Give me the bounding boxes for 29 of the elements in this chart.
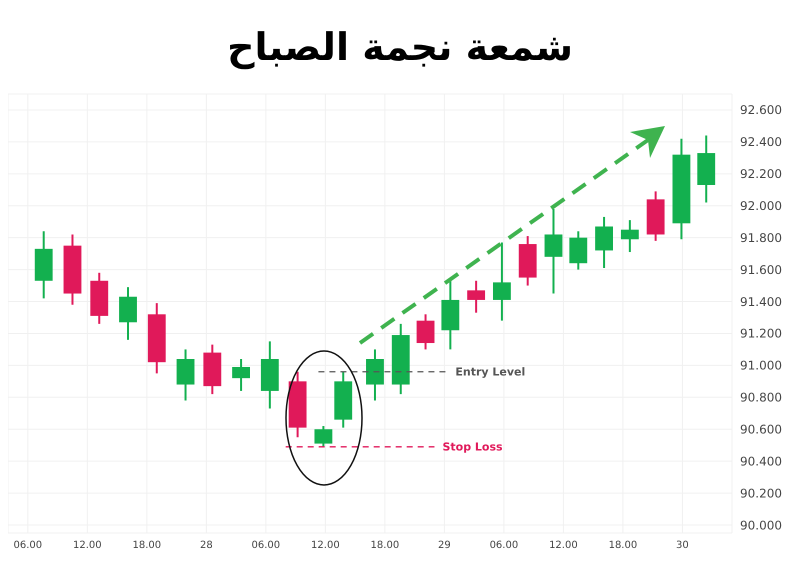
x-tick-label: 29	[438, 540, 451, 552]
x-tick-label: 28	[200, 540, 213, 552]
ref-line-label: Stop Loss	[442, 440, 504, 454]
y-tick-label: 91.200	[740, 326, 782, 341]
y-tick-label: 92.600	[740, 103, 782, 118]
ref-line-label: Entry Level	[455, 366, 526, 379]
y-tick-label: 91.800	[740, 230, 782, 245]
y-tick-label: 92.400	[740, 135, 782, 150]
y-tick-label: 90.600	[740, 422, 782, 436]
y-tick-label: 91.600	[740, 262, 782, 277]
x-tick-label: 12.00	[549, 540, 578, 552]
x-tick-label: 18.00	[608, 540, 638, 552]
y-tick-label: 90.200	[740, 486, 782, 500]
y-tick-label: 90.400	[740, 454, 782, 468]
y-tick-label: 92.000	[740, 199, 782, 214]
y-tick-label: 90.000	[740, 518, 782, 532]
x-tick-label: 12.00	[73, 540, 102, 552]
x-tick-label: 06.00	[490, 540, 518, 552]
chart-title: شمعة نجمة الصباح	[226, 24, 574, 72]
x-tick-label: 30	[676, 540, 689, 552]
y-tick-label: 91.400	[740, 294, 782, 309]
x-tick-label: 18.00	[370, 540, 400, 552]
y-tick-label: 90.800	[740, 390, 782, 405]
x-tick-label: 12.00	[311, 540, 340, 552]
x-tick-label: 18.00	[132, 540, 162, 552]
y-tick-label: 92.200	[740, 167, 782, 182]
x-tick-label: 06.00	[252, 540, 280, 552]
y-tick-label: 91.000	[740, 358, 782, 373]
x-tick-label: 06.00	[14, 540, 42, 552]
